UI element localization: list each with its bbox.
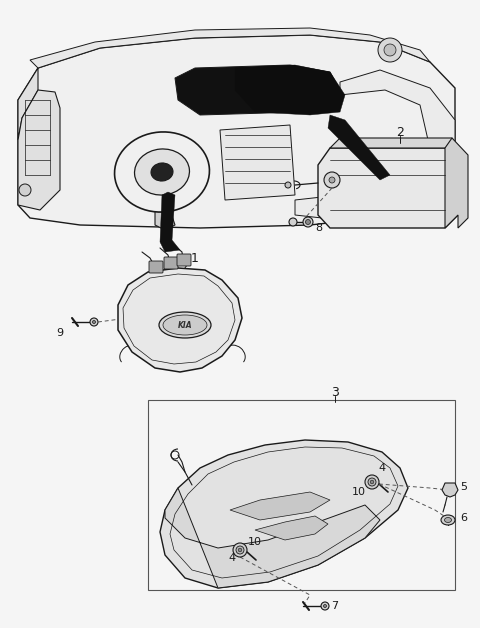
Ellipse shape (163, 315, 207, 335)
Ellipse shape (444, 517, 452, 522)
Bar (378, 151, 403, 159)
Polygon shape (18, 90, 60, 210)
Ellipse shape (134, 149, 190, 195)
Polygon shape (235, 65, 345, 115)
Text: 9: 9 (57, 328, 63, 338)
Text: 4: 4 (228, 553, 235, 563)
Bar (378, 181, 403, 189)
Circle shape (321, 602, 329, 610)
Circle shape (289, 218, 297, 226)
Polygon shape (160, 440, 408, 588)
FancyBboxPatch shape (149, 261, 163, 273)
Polygon shape (155, 195, 175, 230)
Circle shape (19, 184, 31, 196)
Bar (378, 166, 403, 174)
Polygon shape (220, 125, 295, 200)
Polygon shape (318, 148, 458, 228)
Polygon shape (165, 488, 380, 588)
Circle shape (238, 548, 242, 552)
Text: 8: 8 (315, 223, 322, 233)
Bar (148, 400, 455, 590)
Circle shape (236, 546, 244, 554)
Circle shape (384, 44, 396, 56)
Text: 10: 10 (352, 487, 366, 497)
Polygon shape (160, 192, 180, 252)
Circle shape (285, 182, 291, 188)
FancyBboxPatch shape (164, 257, 178, 269)
Ellipse shape (159, 312, 211, 338)
Text: KIA: KIA (178, 320, 192, 330)
Text: 3: 3 (331, 386, 339, 399)
Text: 4: 4 (378, 463, 385, 473)
Text: 5: 5 (460, 482, 467, 492)
Circle shape (303, 217, 313, 227)
Circle shape (93, 320, 96, 323)
Circle shape (233, 543, 247, 557)
Text: 10: 10 (248, 537, 262, 547)
Polygon shape (328, 115, 390, 180)
Polygon shape (18, 68, 38, 140)
Ellipse shape (441, 515, 455, 525)
Polygon shape (255, 516, 328, 540)
Circle shape (90, 318, 98, 326)
Circle shape (365, 475, 379, 489)
Circle shape (329, 177, 335, 183)
FancyBboxPatch shape (177, 254, 191, 266)
Polygon shape (445, 138, 468, 228)
Circle shape (324, 172, 340, 188)
Text: 7: 7 (331, 601, 338, 611)
Polygon shape (30, 28, 430, 68)
Text: 1: 1 (191, 251, 199, 264)
Polygon shape (330, 138, 458, 165)
Polygon shape (442, 483, 458, 497)
Polygon shape (118, 268, 242, 372)
Circle shape (378, 38, 402, 62)
Polygon shape (230, 492, 330, 520)
Circle shape (370, 480, 374, 484)
Text: 6: 6 (460, 513, 467, 523)
Circle shape (324, 605, 326, 607)
Circle shape (305, 220, 311, 224)
Text: 2: 2 (396, 126, 404, 139)
Polygon shape (175, 65, 340, 115)
Polygon shape (18, 35, 455, 228)
Circle shape (368, 478, 376, 486)
Ellipse shape (151, 163, 173, 181)
Ellipse shape (115, 132, 209, 212)
Polygon shape (295, 70, 455, 220)
